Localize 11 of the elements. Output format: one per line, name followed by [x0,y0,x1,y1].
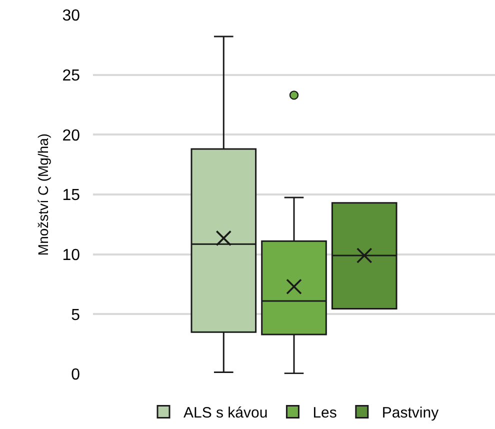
y-tick-label: 10 [62,246,80,264]
legend-label: ALS s kávou [184,404,268,422]
legend-label: Les [312,404,337,422]
legend-label: Pastviny [382,404,440,422]
y-tick-label: 20 [62,127,80,144]
y-tick-label: 0 [71,366,80,384]
y-tick-label: 5 [71,306,80,324]
y-tick-label: 25 [62,67,80,84]
y-tick-label: 30 [62,8,80,25]
y-tick-label: 15 [62,187,80,204]
y-axis-title: Množství C (Mg/ha) [34,133,51,256]
